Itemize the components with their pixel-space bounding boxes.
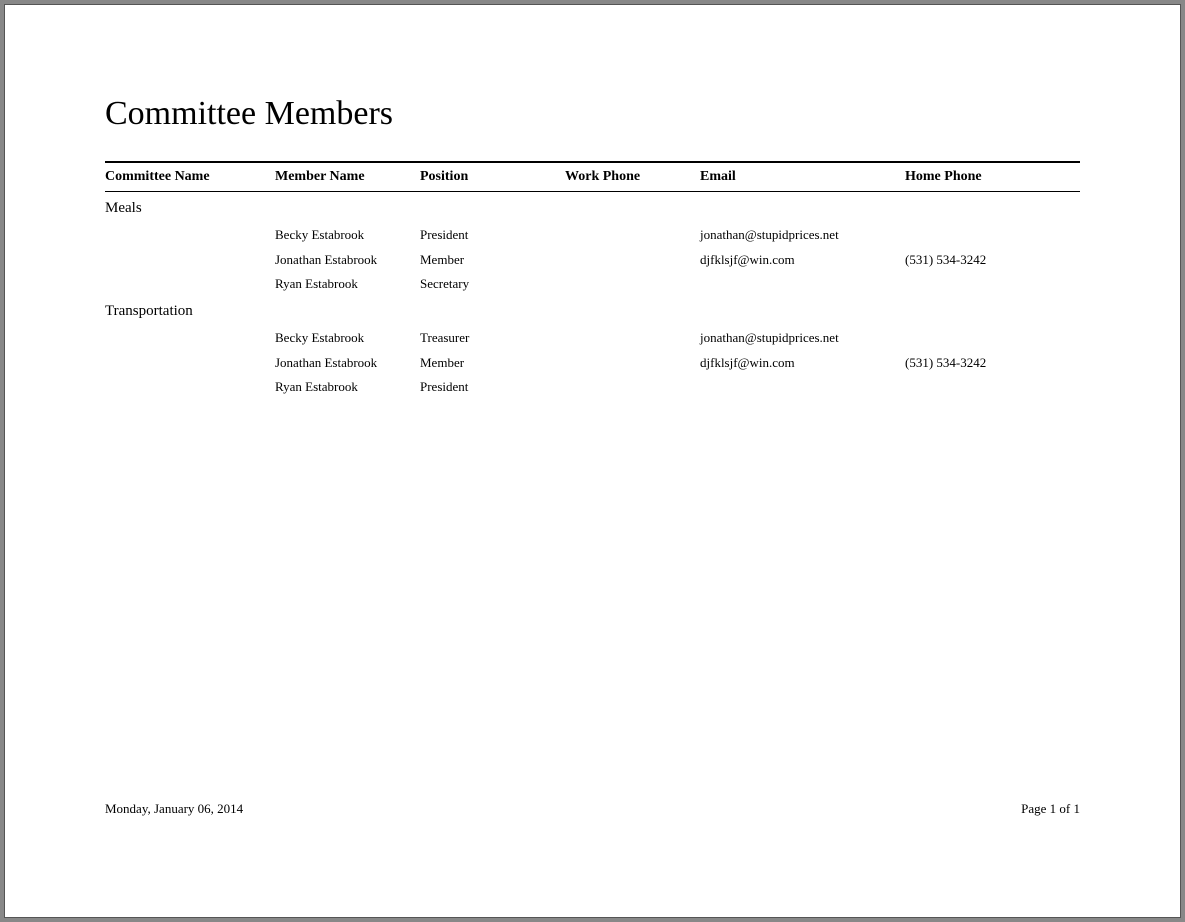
cell-homephone: [905, 326, 1055, 351]
cell-committee: [105, 223, 275, 248]
cell-committee: [105, 272, 275, 297]
report-page: Committee Members Committee Name Member …: [4, 4, 1181, 918]
cell-member: Ryan Estabrook: [275, 272, 420, 297]
cell-member: Jonathan Estabrook: [275, 351, 420, 376]
table-row: Ryan Estabrook Secretary: [105, 272, 1080, 297]
col-header-member: Member Name: [275, 169, 420, 185]
cell-homephone: [905, 223, 1055, 248]
cell-email: [700, 375, 905, 400]
group-name: Transportation: [105, 303, 1080, 320]
col-header-email: Email: [700, 169, 905, 185]
report-title: Committee Members: [105, 95, 1080, 133]
cell-committee: [105, 248, 275, 273]
col-header-homephone: Home Phone: [905, 169, 1055, 185]
column-headers: Committee Name Member Name Position Work…: [105, 169, 1080, 191]
cell-committee: [105, 375, 275, 400]
col-header-workphone: Work Phone: [565, 169, 700, 185]
col-header-committee: Committee Name: [105, 169, 275, 185]
cell-workphone: [565, 272, 700, 297]
cell-workphone: [565, 326, 700, 351]
cell-email: djfklsjf@win.com: [700, 351, 905, 376]
cell-position: Treasurer: [420, 326, 565, 351]
cell-position: Secretary: [420, 272, 565, 297]
footer-date: Monday, January 06, 2014: [105, 801, 243, 817]
cell-committee: [105, 326, 275, 351]
table-row: Becky Estabrook Treasurer jonathan@stupi…: [105, 326, 1080, 351]
cell-position: President: [420, 375, 565, 400]
cell-position: Member: [420, 248, 565, 273]
header-top-rule: [105, 161, 1080, 163]
cell-email: [700, 272, 905, 297]
header-bottom-rule: [105, 191, 1080, 192]
cell-workphone: [565, 248, 700, 273]
footer-page: Page 1 of 1: [1021, 801, 1080, 817]
col-header-position: Position: [420, 169, 565, 185]
table-row: Jonathan Estabrook Member djfklsjf@win.c…: [105, 351, 1080, 376]
cell-workphone: [565, 375, 700, 400]
report-footer: Monday, January 06, 2014 Page 1 of 1: [105, 801, 1080, 817]
cell-member: Becky Estabrook: [275, 326, 420, 351]
table-row: Becky Estabrook President jonathan@stupi…: [105, 223, 1080, 248]
cell-committee: [105, 351, 275, 376]
table-row: Ryan Estabrook President: [105, 375, 1080, 400]
cell-position: Member: [420, 351, 565, 376]
cell-member: Jonathan Estabrook: [275, 248, 420, 273]
cell-email: jonathan@stupidprices.net: [700, 223, 905, 248]
cell-member: Becky Estabrook: [275, 223, 420, 248]
group-name: Meals: [105, 200, 1080, 217]
cell-email: djfklsjf@win.com: [700, 248, 905, 273]
cell-homephone: [905, 272, 1055, 297]
cell-member: Ryan Estabrook: [275, 375, 420, 400]
cell-position: President: [420, 223, 565, 248]
cell-homephone: (531) 534-3242: [905, 351, 1055, 376]
cell-workphone: [565, 351, 700, 376]
table-row: Jonathan Estabrook Member djfklsjf@win.c…: [105, 248, 1080, 273]
cell-homephone: [905, 375, 1055, 400]
cell-workphone: [565, 223, 700, 248]
cell-email: jonathan@stupidprices.net: [700, 326, 905, 351]
cell-homephone: (531) 534-3242: [905, 248, 1055, 273]
